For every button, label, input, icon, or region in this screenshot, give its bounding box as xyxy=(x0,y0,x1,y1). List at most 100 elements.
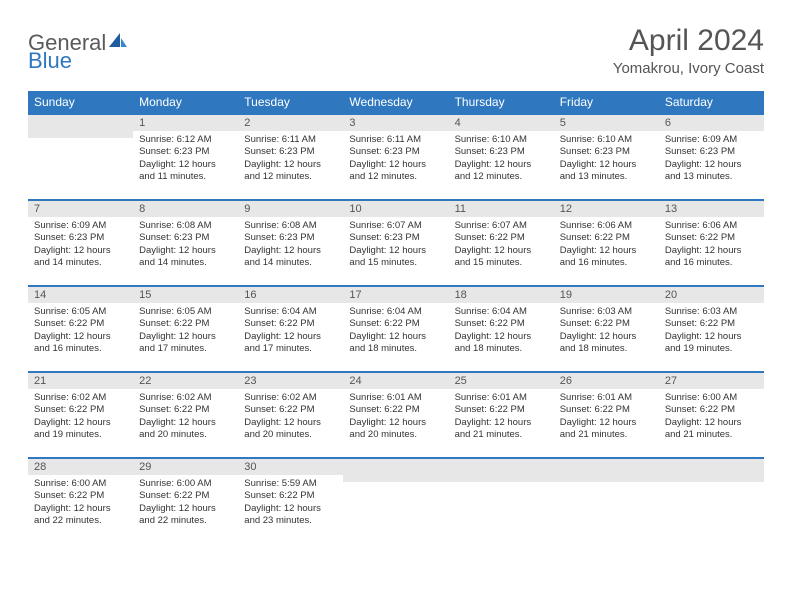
daylight-line: Daylight: 12 hours and 17 minutes. xyxy=(244,331,337,356)
calendar-day-cell: 12Sunrise: 6:06 AMSunset: 6:22 PMDayligh… xyxy=(554,200,659,286)
day-body: Sunrise: 6:05 AMSunset: 6:22 PMDaylight:… xyxy=(28,303,133,359)
daylight-line: Daylight: 12 hours and 13 minutes. xyxy=(560,159,653,184)
sunset-line: Sunset: 6:23 PM xyxy=(244,146,337,158)
calendar-day-cell: 10Sunrise: 6:07 AMSunset: 6:23 PMDayligh… xyxy=(343,200,448,286)
sunrise-line: Sunrise: 6:08 AM xyxy=(139,220,232,232)
location-label: Yomakrou, Ivory Coast xyxy=(613,60,764,77)
calendar-day-cell xyxy=(28,114,133,200)
sunset-line: Sunset: 6:22 PM xyxy=(139,404,232,416)
daylight-line: Daylight: 12 hours and 23 minutes. xyxy=(244,503,337,528)
day-number: 1 xyxy=(133,115,238,131)
calendar-day-cell: 27Sunrise: 6:00 AMSunset: 6:22 PMDayligh… xyxy=(659,372,764,458)
day-body: Sunrise: 6:00 AMSunset: 6:22 PMDaylight:… xyxy=(133,475,238,531)
sunrise-line: Sunrise: 6:07 AM xyxy=(349,220,442,232)
calendar-day-cell xyxy=(554,458,659,544)
day-body: Sunrise: 6:02 AMSunset: 6:22 PMDaylight:… xyxy=(238,389,343,445)
sunset-line: Sunset: 6:22 PM xyxy=(665,318,758,330)
sunset-line: Sunset: 6:22 PM xyxy=(560,404,653,416)
day-body: Sunrise: 6:03 AMSunset: 6:22 PMDaylight:… xyxy=(659,303,764,359)
header: General April 2024 Yomakrou, Ivory Coast xyxy=(28,24,764,77)
daylight-line: Daylight: 12 hours and 20 minutes. xyxy=(139,417,232,442)
sunset-line: Sunset: 6:22 PM xyxy=(34,318,127,330)
day-body xyxy=(659,475,764,482)
sunset-line: Sunset: 6:23 PM xyxy=(34,232,127,244)
daylight-line: Daylight: 12 hours and 12 minutes. xyxy=(455,159,548,184)
calendar-body: 1Sunrise: 6:12 AMSunset: 6:23 PMDaylight… xyxy=(28,114,764,544)
daylight-line: Daylight: 12 hours and 19 minutes. xyxy=(665,331,758,356)
sunset-line: Sunset: 6:23 PM xyxy=(244,232,337,244)
sunrise-line: Sunrise: 6:02 AM xyxy=(139,392,232,404)
day-number xyxy=(449,459,554,475)
weekday-header: Saturday xyxy=(659,91,764,114)
calendar-day-cell: 2Sunrise: 6:11 AMSunset: 6:23 PMDaylight… xyxy=(238,114,343,200)
daylight-line: Daylight: 12 hours and 21 minutes. xyxy=(455,417,548,442)
calendar-table: SundayMondayTuesdayWednesdayThursdayFrid… xyxy=(28,91,764,544)
sunrise-line: Sunrise: 6:04 AM xyxy=(349,306,442,318)
day-number: 16 xyxy=(238,287,343,303)
daylight-line: Daylight: 12 hours and 13 minutes. xyxy=(665,159,758,184)
sunset-line: Sunset: 6:22 PM xyxy=(560,232,653,244)
day-body: Sunrise: 6:10 AMSunset: 6:23 PMDaylight:… xyxy=(554,131,659,187)
day-body: Sunrise: 6:01 AMSunset: 6:22 PMDaylight:… xyxy=(343,389,448,445)
sunrise-line: Sunrise: 6:08 AM xyxy=(244,220,337,232)
day-body: Sunrise: 6:01 AMSunset: 6:22 PMDaylight:… xyxy=(449,389,554,445)
calendar-day-cell: 11Sunrise: 6:07 AMSunset: 6:22 PMDayligh… xyxy=(449,200,554,286)
calendar-day-cell: 4Sunrise: 6:10 AMSunset: 6:23 PMDaylight… xyxy=(449,114,554,200)
daylight-line: Daylight: 12 hours and 17 minutes. xyxy=(139,331,232,356)
title-block: April 2024 Yomakrou, Ivory Coast xyxy=(613,24,764,77)
day-number: 9 xyxy=(238,201,343,217)
sunset-line: Sunset: 6:22 PM xyxy=(34,404,127,416)
day-number: 14 xyxy=(28,287,133,303)
sunset-line: Sunset: 6:22 PM xyxy=(244,404,337,416)
sunrise-line: Sunrise: 6:04 AM xyxy=(244,306,337,318)
calendar-day-cell: 17Sunrise: 6:04 AMSunset: 6:22 PMDayligh… xyxy=(343,286,448,372)
day-number: 26 xyxy=(554,373,659,389)
sunset-line: Sunset: 6:22 PM xyxy=(139,318,232,330)
sunset-line: Sunset: 6:22 PM xyxy=(560,318,653,330)
day-number: 5 xyxy=(554,115,659,131)
day-number: 6 xyxy=(659,115,764,131)
day-body: Sunrise: 6:01 AMSunset: 6:22 PMDaylight:… xyxy=(554,389,659,445)
daylight-line: Daylight: 12 hours and 12 minutes. xyxy=(349,159,442,184)
calendar-day-cell: 28Sunrise: 6:00 AMSunset: 6:22 PMDayligh… xyxy=(28,458,133,544)
day-number xyxy=(554,459,659,475)
daylight-line: Daylight: 12 hours and 21 minutes. xyxy=(665,417,758,442)
calendar-day-cell: 13Sunrise: 6:06 AMSunset: 6:22 PMDayligh… xyxy=(659,200,764,286)
day-number: 3 xyxy=(343,115,448,131)
calendar-day-cell xyxy=(449,458,554,544)
calendar-header-row: SundayMondayTuesdayWednesdayThursdayFrid… xyxy=(28,91,764,114)
day-body: Sunrise: 6:06 AMSunset: 6:22 PMDaylight:… xyxy=(554,217,659,273)
weekday-header: Tuesday xyxy=(238,91,343,114)
sunset-line: Sunset: 6:22 PM xyxy=(455,404,548,416)
daylight-line: Daylight: 12 hours and 14 minutes. xyxy=(34,245,127,270)
weekday-header: Wednesday xyxy=(343,91,448,114)
day-number: 4 xyxy=(449,115,554,131)
sunrise-line: Sunrise: 6:00 AM xyxy=(34,478,127,490)
sunrise-line: Sunrise: 6:04 AM xyxy=(455,306,548,318)
day-number: 29 xyxy=(133,459,238,475)
calendar-day-cell: 3Sunrise: 6:11 AMSunset: 6:23 PMDaylight… xyxy=(343,114,448,200)
day-body: Sunrise: 6:10 AMSunset: 6:23 PMDaylight:… xyxy=(449,131,554,187)
sunrise-line: Sunrise: 6:01 AM xyxy=(560,392,653,404)
calendar-day-cell: 5Sunrise: 6:10 AMSunset: 6:23 PMDaylight… xyxy=(554,114,659,200)
calendar-day-cell: 19Sunrise: 6:03 AMSunset: 6:22 PMDayligh… xyxy=(554,286,659,372)
day-number: 24 xyxy=(343,373,448,389)
sunrise-line: Sunrise: 6:00 AM xyxy=(665,392,758,404)
sunset-line: Sunset: 6:22 PM xyxy=(244,490,337,502)
sunrise-line: Sunrise: 6:02 AM xyxy=(244,392,337,404)
daylight-line: Daylight: 12 hours and 15 minutes. xyxy=(455,245,548,270)
sunset-line: Sunset: 6:22 PM xyxy=(455,318,548,330)
calendar-day-cell xyxy=(343,458,448,544)
day-number: 13 xyxy=(659,201,764,217)
day-number: 25 xyxy=(449,373,554,389)
day-number: 17 xyxy=(343,287,448,303)
day-number: 7 xyxy=(28,201,133,217)
day-body: Sunrise: 6:11 AMSunset: 6:23 PMDaylight:… xyxy=(238,131,343,187)
day-number: 15 xyxy=(133,287,238,303)
day-body: Sunrise: 5:59 AMSunset: 6:22 PMDaylight:… xyxy=(238,475,343,531)
daylight-line: Daylight: 12 hours and 16 minutes. xyxy=(560,245,653,270)
weekday-header: Sunday xyxy=(28,91,133,114)
calendar-day-cell: 16Sunrise: 6:04 AMSunset: 6:22 PMDayligh… xyxy=(238,286,343,372)
calendar-day-cell xyxy=(659,458,764,544)
day-body xyxy=(554,475,659,482)
